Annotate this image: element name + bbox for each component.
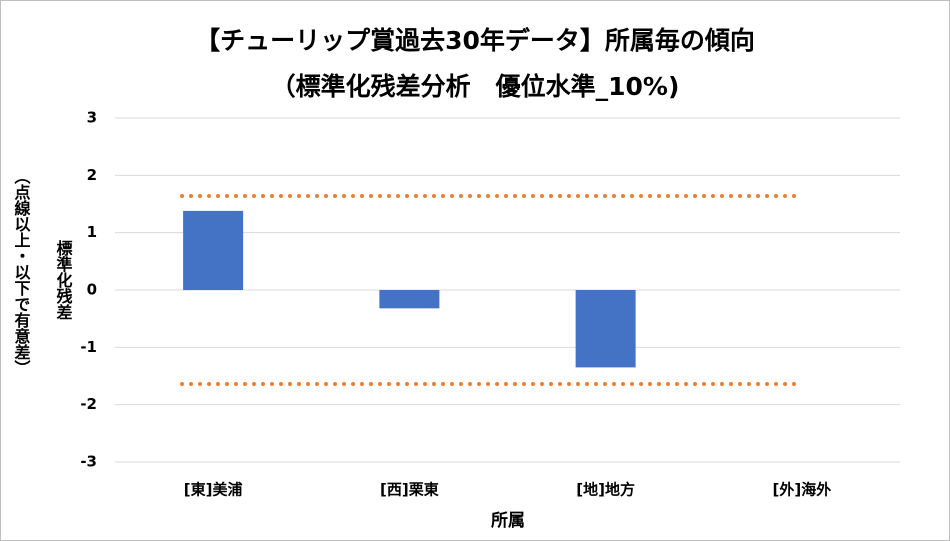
y-axis-note: （点線以上・以下で有意差） xyxy=(12,168,31,376)
chart-title: 【チューリップ賞過去30年データ】所属毎の傾向 xyxy=(195,26,755,55)
bar xyxy=(379,290,440,309)
y-tick-label: 0 xyxy=(87,281,97,299)
y-tick-label: -1 xyxy=(80,338,97,356)
x-tick-label: [外]海外 xyxy=(773,481,832,499)
x-axis-title: 所属 xyxy=(491,511,525,531)
x-tick-label: [東]美浦 xyxy=(184,481,243,499)
y-tick-label: 2 xyxy=(87,166,97,184)
y-tick-label: 1 xyxy=(87,223,97,241)
y-axis-title: 標準化残差 xyxy=(54,239,73,320)
y-tick-label: 3 xyxy=(87,109,97,127)
x-tick-label: [西]栗東 xyxy=(380,481,439,499)
x-tick-label: [地]地方 xyxy=(576,481,635,499)
chart-subtitle: （標準化残差分析 優位水準_10%) xyxy=(271,72,680,101)
y-tick-label: -3 xyxy=(80,453,97,471)
bar xyxy=(575,290,636,368)
y-tick-label: -2 xyxy=(80,395,97,413)
bar xyxy=(183,210,244,290)
